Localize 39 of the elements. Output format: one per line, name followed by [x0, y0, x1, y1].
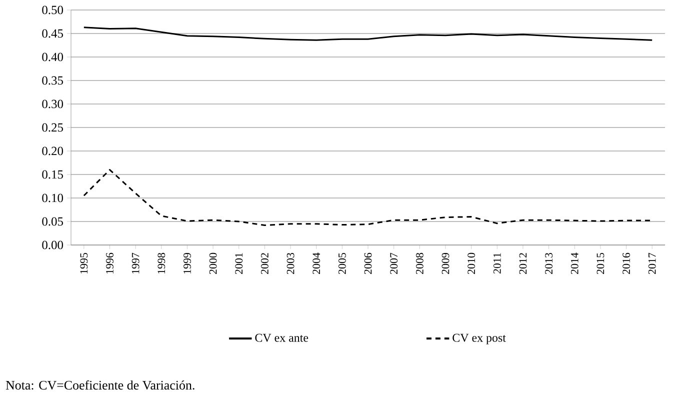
y-tick-label: 0.50 [42, 6, 64, 14]
y-tick-label: 0.35 [42, 76, 63, 85]
x-tick-label: 2017 [648, 252, 656, 274]
legend-label: CV ex post [452, 334, 506, 344]
x-tick-label: 1999 [184, 252, 191, 274]
x-tick-label: 2015 [596, 252, 604, 274]
x-tick-label: 2011 [493, 253, 501, 274]
y-tick-label: 0.40 [42, 52, 64, 62]
x-tick-label: 2009 [442, 252, 450, 274]
y-tick-label: 0.00 [42, 240, 64, 250]
x-tick-label: 2007 [390, 252, 398, 274]
x-tick-label: 1997 [132, 252, 140, 274]
x-tick-label: 2010 [468, 252, 476, 274]
x-tick-label: 1996 [106, 252, 114, 274]
y-tick-label: 0.45 [42, 29, 63, 38]
x-tick-label: 2003 [286, 252, 294, 274]
y-tick-label: 0.10 [42, 194, 64, 202]
x-tick-label: 1995 [80, 252, 88, 274]
x-tick-label: 2006 [364, 252, 372, 274]
x-tick-label: 2013 [545, 252, 552, 274]
x-tick-label: 2008 [416, 252, 424, 274]
x-tick-label: 1998 [158, 252, 166, 274]
x-tick-label: 2005 [338, 252, 346, 274]
y-tick-label: 0.25 [42, 123, 63, 132]
x-tick-label: 2014 [570, 252, 578, 274]
x-tick-label: 2016 [622, 252, 630, 274]
y-tick-label: 0.15 [42, 170, 63, 179]
legend-label: CV ex ante [255, 334, 308, 342]
y-tick-label: 0.05 [42, 217, 63, 226]
text: Nota: CV=Coeficiente de Variación. [6, 380, 194, 390]
y-tick-label: 0.30 [42, 100, 64, 108]
y-tick-label: 0.20 [42, 146, 64, 156]
x-tick-label: 2012 [519, 253, 527, 274]
x-tick-label: 2002 [261, 253, 268, 274]
line-series [83, 169, 653, 226]
x-tick-label: 2000 [209, 252, 217, 274]
x-tick-label: 2004 [312, 252, 320, 274]
line-series [83, 26, 653, 41]
x-tick-label: 2001 [235, 253, 243, 274]
